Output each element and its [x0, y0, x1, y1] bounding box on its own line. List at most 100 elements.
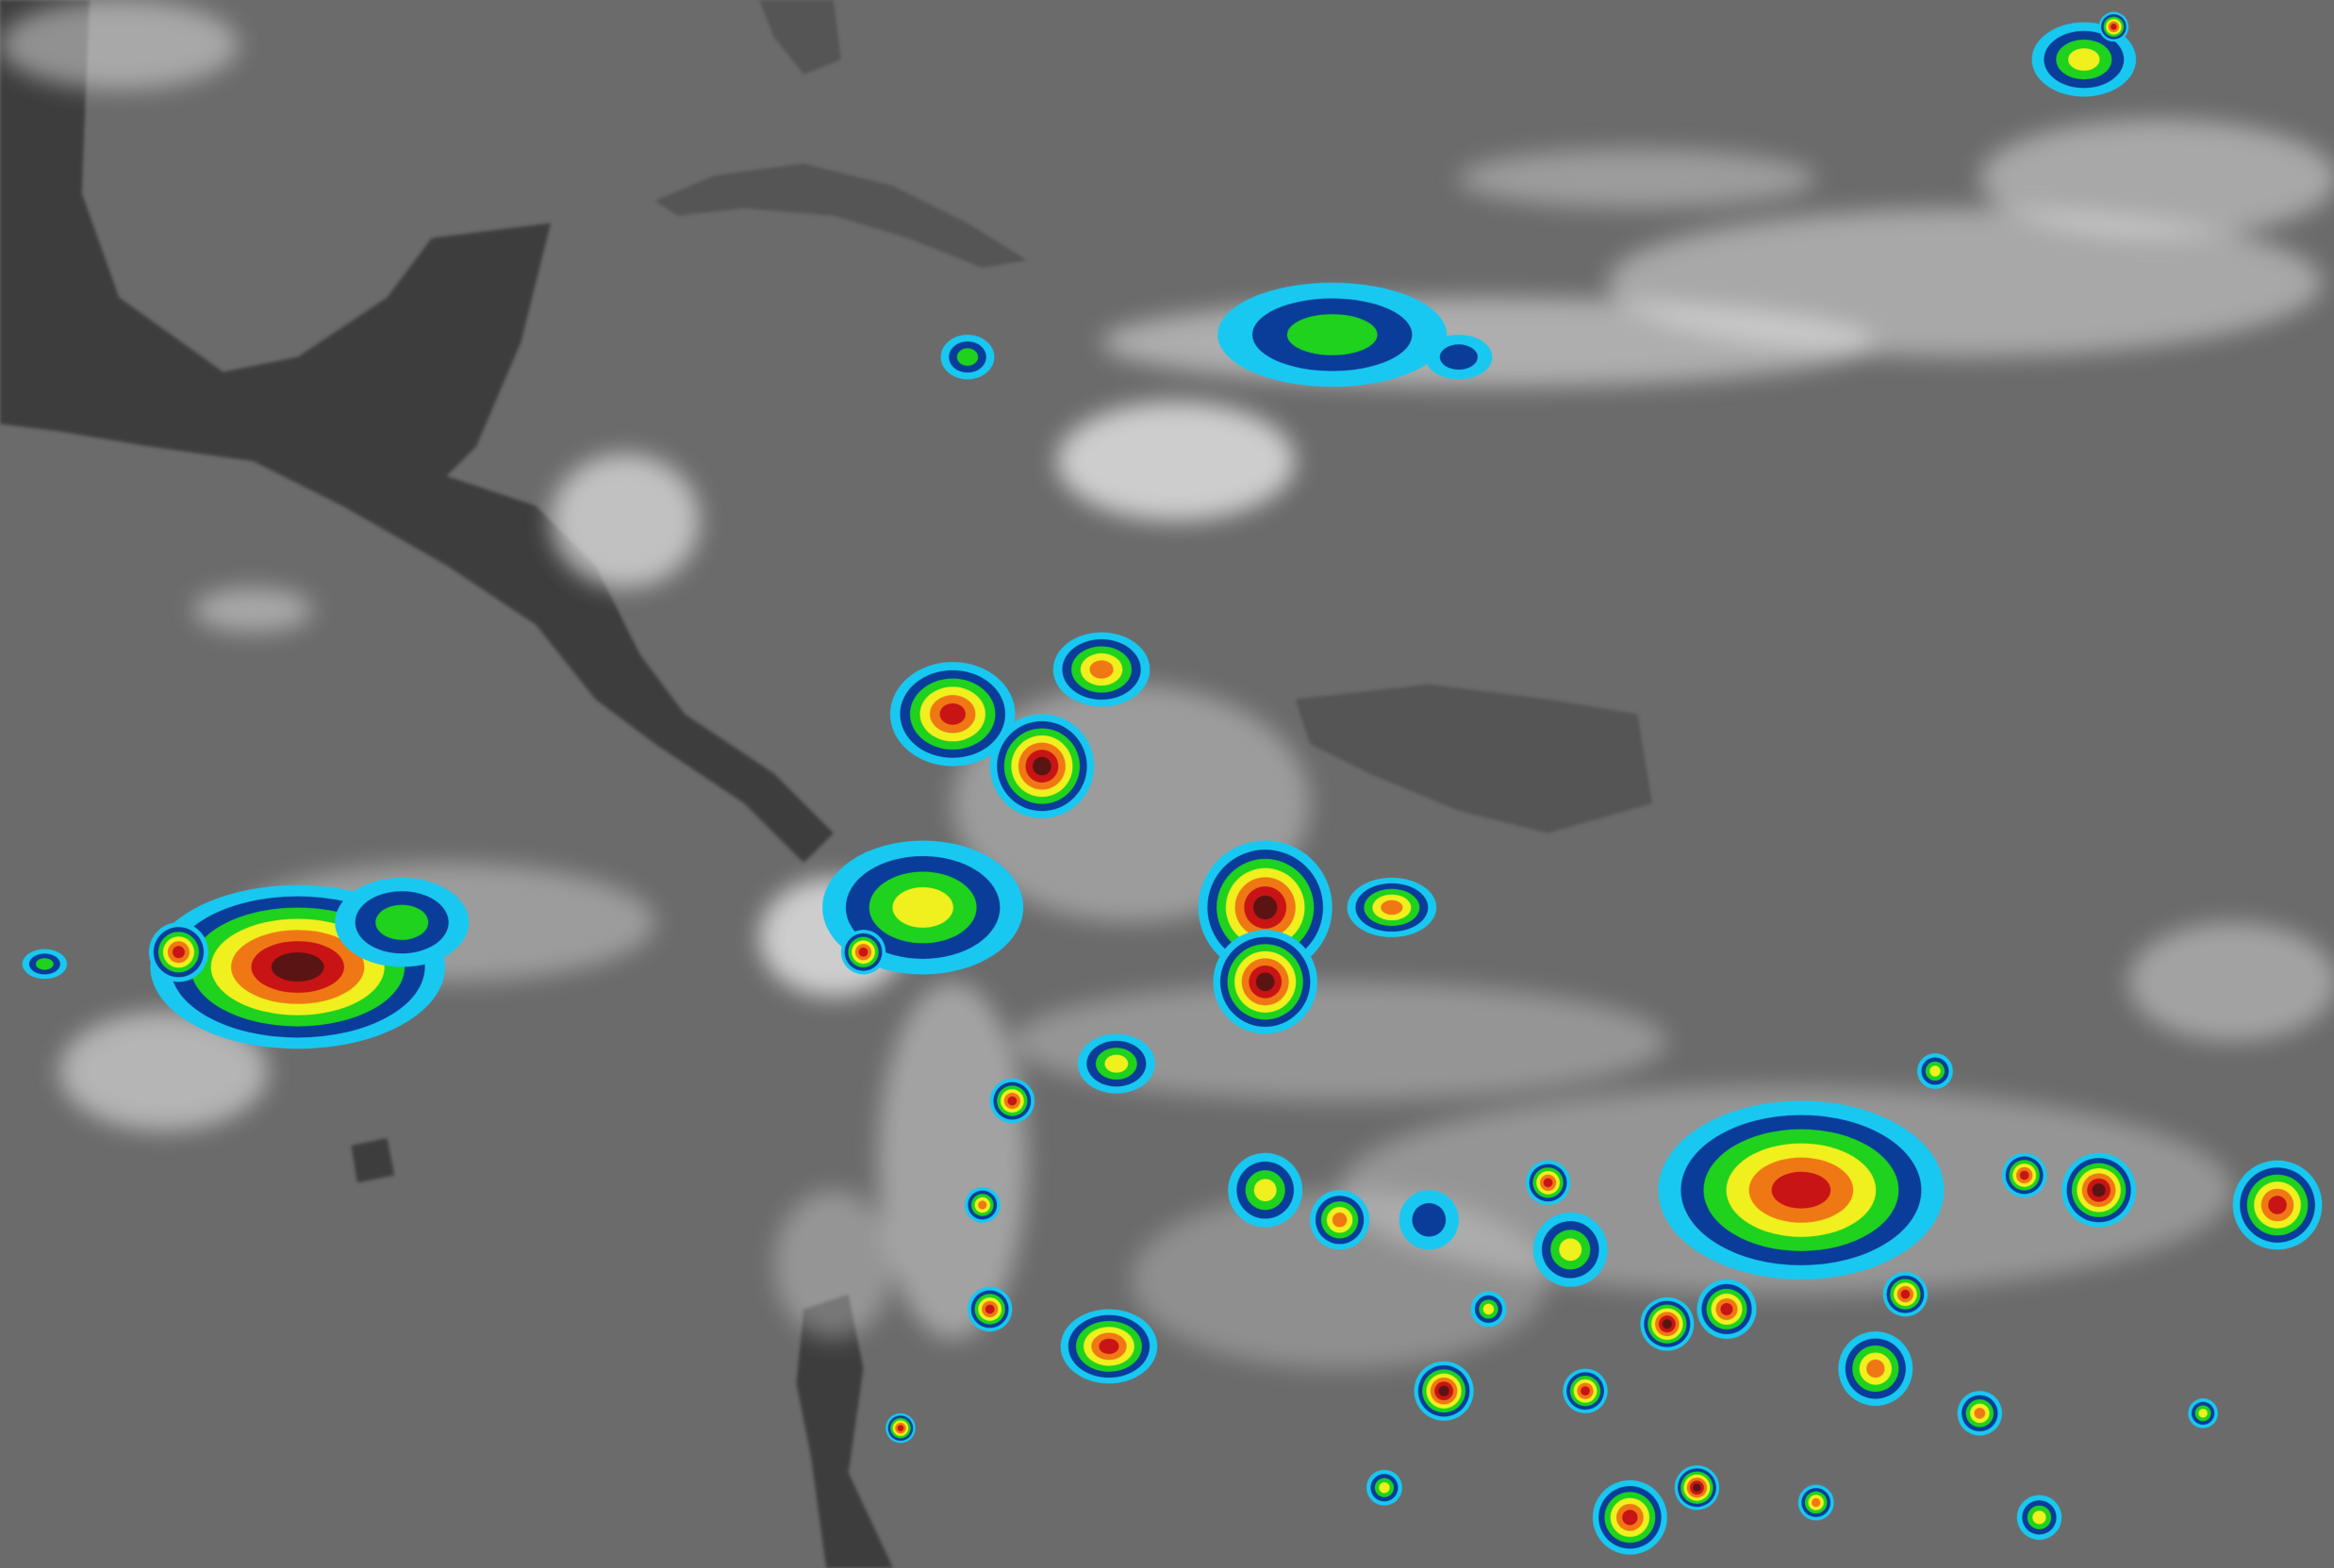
storm-cell [1957, 1391, 2003, 1436]
land-masses [0, 0, 1653, 1568]
storm-ring [978, 1200, 987, 1210]
storm-ring [1622, 1510, 1638, 1526]
storm-ring [1974, 1408, 1986, 1419]
storm-ring [1866, 1359, 1885, 1378]
land-mass [351, 1138, 395, 1183]
land-mass [1295, 684, 1653, 834]
storm-ring [2092, 1183, 2106, 1197]
storm-ring [1033, 756, 1051, 776]
storm-cell [1525, 1160, 1571, 1206]
cloud-patch [193, 587, 313, 633]
storm-cell [1592, 1479, 1667, 1555]
storm-ring [1104, 1054, 1129, 1073]
storm-cell [1697, 1279, 1757, 1340]
storm-ring [172, 946, 185, 959]
storm-cell [967, 1286, 1013, 1332]
storm-cell [1658, 1100, 1945, 1279]
storm-cell [2002, 1152, 2047, 1198]
storm-cell [22, 949, 68, 980]
storm-ring [2198, 1409, 2208, 1418]
storm-ring [1693, 1483, 1701, 1493]
storm-cell [1077, 1033, 1155, 1094]
cloud-patch [1012, 982, 1667, 1101]
storm-cell [1347, 877, 1437, 938]
storm-cell [1470, 1291, 1507, 1328]
cloud-patch [773, 1190, 894, 1340]
storm-ring [1662, 1319, 1672, 1329]
storm-cell [1366, 1469, 1402, 1506]
storm-ring [2068, 48, 2100, 72]
cloud-patch [0, 0, 239, 90]
storm-ring [1255, 972, 1275, 992]
storm-ring [985, 1304, 995, 1314]
storm-ring [1900, 1289, 1911, 1299]
storm-cell [335, 877, 470, 967]
storm-cell [1838, 1331, 1913, 1407]
storm-ring [1720, 1302, 1733, 1315]
cloud-patch [551, 454, 700, 588]
storm-ring [1253, 1179, 1277, 1202]
cloud-patch [2128, 922, 2334, 1042]
storm-ring [1099, 1338, 1119, 1355]
cloud-patch [59, 1011, 269, 1131]
storm-ring [892, 886, 953, 928]
convective-cells [22, 11, 2323, 1555]
cloud-layer [0, 0, 2334, 1369]
storm-ring [2032, 1510, 2046, 1525]
storm-ring [2019, 1170, 2029, 1180]
storm-cell [1563, 1368, 1608, 1413]
storm-ring [1929, 1065, 1941, 1077]
storm-cell [1052, 632, 1150, 707]
storm-ring [858, 947, 869, 957]
storm-ring [1771, 1171, 1831, 1209]
storm-ring [1379, 1482, 1390, 1494]
storm-ring [2268, 1196, 2287, 1214]
storm-ring [897, 1425, 904, 1431]
land-mass [759, 0, 841, 74]
storm-cell [964, 1187, 1001, 1223]
storm-cell [1882, 1272, 1928, 1317]
storm-cell [1060, 1309, 1158, 1384]
storm-cell [940, 335, 995, 380]
storm-ring [1559, 1238, 1582, 1262]
storm-ring [1007, 1096, 1018, 1106]
storm-ring [939, 702, 966, 725]
storm-ring [1412, 1202, 1447, 1237]
storm-cell [2188, 1398, 2218, 1428]
storm-cell [1425, 335, 1493, 380]
storm-cell [1414, 1361, 1474, 1421]
storm-ring [1581, 1386, 1590, 1396]
storm-cell [889, 662, 1016, 767]
cloud-patch [1979, 119, 2334, 239]
storm-cell [1532, 1212, 1608, 1287]
storm-ring [956, 348, 979, 366]
storm-cell [1213, 930, 1317, 1034]
storm-ring [1543, 1178, 1553, 1188]
storm-ring [1286, 314, 1378, 355]
storm-cell [1228, 1152, 1303, 1228]
cloud-patch [1607, 207, 2323, 357]
land-mass [0, 0, 834, 864]
cloud-patch [1458, 148, 1816, 208]
storm-cell [1217, 282, 1448, 388]
land-mass [654, 163, 1028, 269]
storm-ring [1812, 1497, 1821, 1508]
storm-cell [1917, 1053, 1953, 1089]
storm-cell [1797, 1484, 1834, 1521]
storm-cell [840, 930, 886, 975]
land-mass [796, 1294, 894, 1568]
storm-cell [1674, 1465, 1720, 1510]
storm-ring [375, 904, 429, 940]
storm-ring [1482, 1303, 1495, 1315]
storm-ring [36, 958, 54, 970]
storm-cell [148, 922, 208, 982]
storm-ring [1253, 895, 1278, 920]
storm-ring [2111, 24, 2117, 30]
storm-cell [2016, 1494, 2062, 1541]
storm-ring [1438, 1385, 1449, 1396]
storm-cell [2061, 1152, 2137, 1228]
storm-cell [886, 1412, 916, 1444]
storm-cell [2098, 11, 2129, 42]
storm-cell [2232, 1160, 2323, 1250]
